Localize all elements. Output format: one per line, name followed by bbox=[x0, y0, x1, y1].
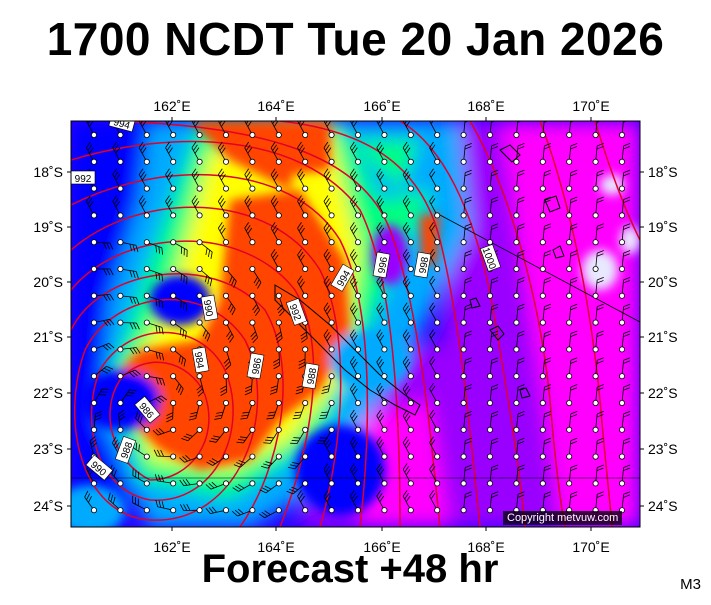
lat-label-left: 22˚S bbox=[33, 385, 63, 401]
longitude-labels-top: 162˚E 164˚E 166˚E 168˚E 170˚E bbox=[153, 98, 609, 114]
model-label: M3 bbox=[680, 576, 701, 593]
latitude-labels-right: 18˚S 19˚S 20˚S 21˚S 22˚S 23˚S 24˚S bbox=[648, 164, 678, 514]
isobar-label: 992 bbox=[71, 171, 95, 185]
lat-label-right: 23˚S bbox=[648, 441, 678, 457]
lat-label-left: 18˚S bbox=[33, 164, 63, 180]
lon-label-top: 170˚E bbox=[572, 98, 609, 114]
map-title: 1700 NCDT Tue 20 Jan 2026 bbox=[0, 12, 711, 66]
lat-label-left: 20˚S bbox=[33, 274, 63, 290]
lat-label-left: 19˚S bbox=[33, 219, 63, 235]
lat-label-right: 20˚S bbox=[648, 274, 678, 290]
lat-label-right: 21˚S bbox=[648, 329, 678, 345]
lon-label-bottom: 170˚E bbox=[572, 539, 609, 555]
copyright-notice: Copyright metvuw.com bbox=[503, 511, 622, 525]
lat-label-left: 21˚S bbox=[33, 329, 63, 345]
lat-label-right: 18˚S bbox=[648, 164, 678, 180]
svg-text:992: 992 bbox=[75, 174, 92, 185]
latitude-labels-left: 18˚S 19˚S 20˚S 21˚S 22˚S 23˚S 24˚S bbox=[33, 164, 63, 514]
lon-label-top: 166˚E bbox=[363, 98, 400, 114]
lat-label-right: 24˚S bbox=[648, 498, 678, 514]
forecast-label: Forecast +48 hr bbox=[150, 547, 550, 592]
lon-label-top: 164˚E bbox=[257, 98, 294, 114]
lat-label-left: 24˚S bbox=[33, 498, 63, 514]
lat-label-left: 23˚S bbox=[33, 441, 63, 457]
lon-label-top: 168˚E bbox=[467, 98, 504, 114]
lat-label-right: 22˚S bbox=[648, 385, 678, 401]
lon-label-top: 162˚E bbox=[153, 98, 190, 114]
lat-label-right: 19˚S bbox=[648, 219, 678, 235]
